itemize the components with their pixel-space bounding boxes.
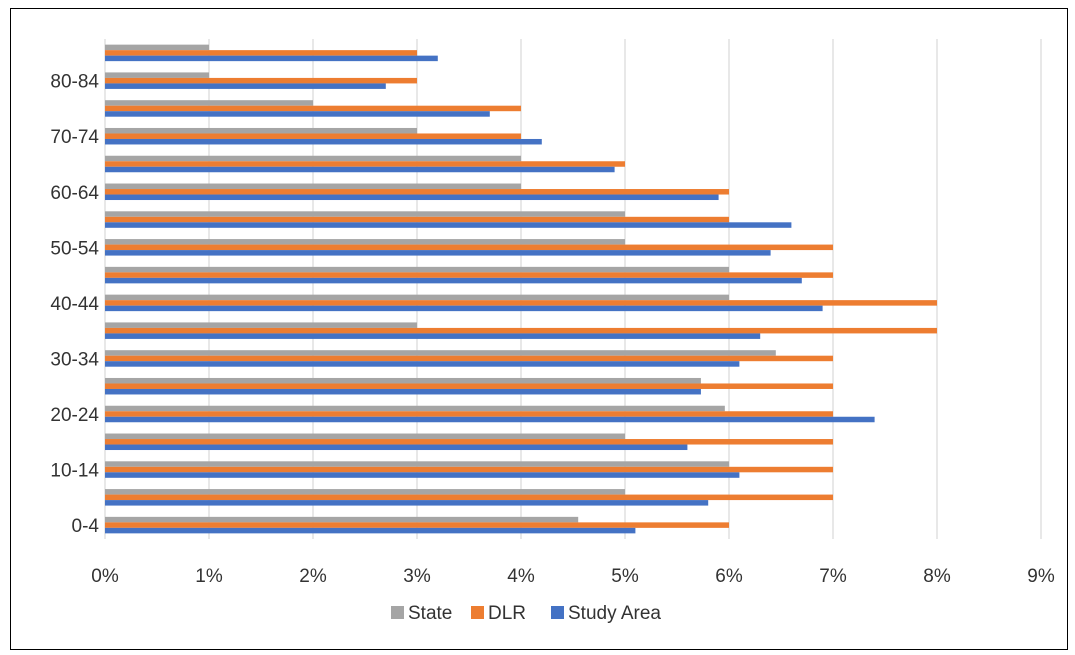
x-tick-label: 9%	[1027, 566, 1055, 587]
bar-state-65-69	[105, 155, 521, 162]
bar-state-45-49	[105, 266, 729, 273]
bar-state-70-74	[105, 127, 417, 134]
bar-dlr-50-54	[105, 244, 833, 251]
bar-study-area-50-54	[105, 250, 771, 256]
bar-state-55-59	[105, 211, 625, 217]
x-tick-label: 3%	[403, 566, 431, 587]
legend: State DLR Study Area	[391, 603, 661, 624]
bar-dlr-35-39	[105, 327, 937, 334]
y-tick-label: 60-64	[50, 183, 99, 204]
bar-dlr-70-74	[105, 133, 521, 139]
bar-dlr-25-29	[105, 383, 833, 389]
bar-chart: 0-4 10-14 20-24 30-34 40-44 50-54 60-64 70-74 80…	[50, 39, 1055, 624]
bar-state-75-79	[105, 100, 313, 106]
bar-study-area-75-79	[105, 111, 490, 117]
bar-state-20-24	[105, 405, 725, 412]
bar-study-area-15-19	[105, 444, 688, 451]
gridlines	[104, 39, 1042, 539]
bar-dlr-60-64	[105, 189, 729, 195]
legend-label: Study Area	[568, 603, 661, 624]
bar-dlr-80-84	[105, 77, 417, 84]
x-tick-labels: 0% 1% 2% 3% 4% 5% 6% 7% 8% 9%	[91, 566, 1055, 587]
legend-swatch-dlr	[471, 606, 484, 619]
bar-state-15-19	[105, 433, 625, 440]
bar-study-area-80-84	[105, 83, 386, 89]
bar-dlr-30-34	[105, 355, 833, 362]
bar-study-area-20-24	[105, 416, 875, 423]
x-tick-label: 2%	[299, 566, 327, 587]
x-tick-label: 7%	[819, 566, 847, 587]
y-tick-label: 10-14	[50, 461, 99, 482]
bar-study-area-35-39	[105, 333, 761, 339]
bar-dlr-20-24	[105, 411, 833, 417]
y-tick-labels: 0-4 10-14 20-24 30-34 40-44 50-54 60-64 70-74 80…	[50, 72, 99, 537]
bar-dlr-85+	[105, 50, 417, 56]
bar-state-40-44	[105, 294, 729, 301]
bar-state-50-54	[105, 239, 625, 245]
bar-dlr-75-79	[105, 105, 521, 112]
bar-state-35-39	[105, 322, 417, 328]
bar-study-area-30-34	[105, 361, 740, 367]
y-tick-label: 70-74	[50, 127, 99, 148]
legend-swatch-study-area	[551, 606, 564, 619]
bar-study-area-85+	[105, 55, 438, 62]
legend-swatch-state	[391, 606, 404, 619]
bar-dlr-10-14	[105, 466, 833, 473]
bar-study-area-65-69	[105, 166, 615, 173]
legend-label: State	[408, 603, 452, 624]
bar-study-area-25-29	[105, 388, 701, 395]
bar-study-area-55-59	[105, 222, 792, 228]
y-tick-label: 50-54	[50, 238, 99, 259]
bar-study-area-60-64	[105, 194, 719, 201]
bar-study-area-70-74	[105, 138, 542, 145]
bar-dlr-5-9	[105, 494, 833, 501]
bar-dlr-0-4	[105, 522, 729, 528]
bar-state-10-14	[105, 461, 729, 467]
y-tick-label: 0-4	[72, 516, 100, 537]
x-tick-label: 5%	[611, 566, 639, 587]
x-tick-label: 6%	[715, 566, 743, 587]
bar-study-area-5-9	[105, 500, 709, 506]
y-tick-label: 40-44	[50, 294, 99, 315]
bar-study-area-45-49	[105, 277, 802, 284]
bar-study-area-10-14	[105, 472, 740, 478]
bar-state-30-34	[105, 350, 776, 356]
bars	[105, 44, 937, 534]
x-tick-label: 1%	[195, 566, 223, 587]
bar-dlr-45-49	[105, 272, 833, 278]
bar-state-5-9	[105, 489, 625, 495]
bar-dlr-40-44	[105, 300, 937, 306]
x-tick-label: 4%	[507, 566, 535, 587]
bar-study-area-40-44	[105, 305, 823, 312]
y-tick-label: 20-24	[50, 405, 99, 426]
bar-dlr-55-59	[105, 216, 729, 223]
bar-state-0-4	[105, 516, 579, 523]
bar-state-80-84	[105, 72, 209, 78]
bar-dlr-65-69	[105, 161, 625, 167]
chart-frame: 0-4 10-14 20-24 30-34 40-44 50-54 60-64 70-74 80…	[10, 8, 1068, 650]
legend-label: DLR	[488, 603, 526, 624]
y-tick-label: 30-34	[50, 349, 99, 370]
bar-state-25-29	[105, 377, 701, 384]
y-tick-label: 80-84	[50, 72, 99, 93]
bar-study-area-0-4	[105, 527, 636, 534]
bar-state-85+	[105, 44, 209, 51]
x-tick-label: 0%	[91, 566, 119, 587]
x-tick-label: 8%	[923, 566, 951, 587]
bar-dlr-15-19	[105, 439, 833, 445]
bar-state-60-64	[105, 183, 521, 190]
